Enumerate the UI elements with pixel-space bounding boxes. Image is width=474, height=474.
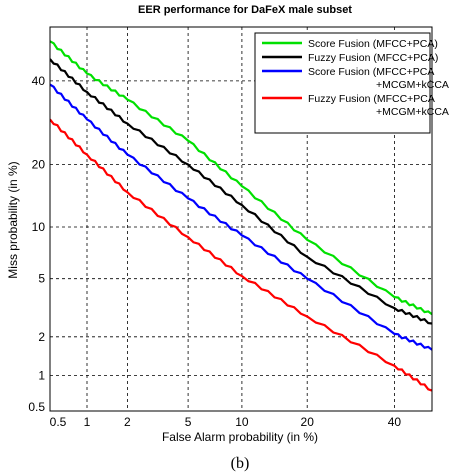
- legend-label: +MCGM+kCCA: [376, 79, 449, 91]
- legend-label: +MCGM+kCCA: [376, 106, 449, 118]
- x-tick-label: 2: [124, 415, 131, 429]
- x-axis-label: False Alarm probability (in %): [162, 430, 318, 444]
- y-tick-label: 2: [38, 330, 45, 344]
- x-tick-label: 1: [84, 415, 91, 429]
- x-tick-label: 5: [185, 415, 192, 429]
- x-tick-label: 10: [235, 415, 249, 429]
- legend-label: Score Fusion (MFCC+PCA): [308, 38, 438, 50]
- legend-label: Fuzzy Fusion (MFCC+PCA: [308, 93, 435, 105]
- y-axis-label: Miss probability (in %): [6, 161, 20, 278]
- series-line: [50, 83, 432, 351]
- y-tick-label: 1: [38, 369, 45, 383]
- x-tick-label: 40: [388, 415, 402, 429]
- series-line: [50, 118, 432, 392]
- y-tick-label: 5: [38, 272, 45, 286]
- chart-title: EER performance for DaFeX male subset: [138, 4, 352, 16]
- legend-label: Score Fusion (MFCC+PCA: [308, 66, 434, 78]
- legend-label: Fuzzy Fusion (MFCC+PCA): [308, 52, 438, 64]
- curves: [50, 40, 432, 392]
- x-tick-labels: 0.5 1 2 5 10 20 40: [50, 415, 402, 429]
- figure-caption: (b): [231, 455, 250, 472]
- legend-box: [254, 32, 431, 134]
- x-tick-label: 20: [301, 415, 315, 429]
- series-line: [50, 58, 432, 325]
- plot-frame: [49, 26, 433, 412]
- series-line: [50, 40, 432, 316]
- x-tick-label: 0.5: [50, 415, 67, 429]
- y-tick-labels: 0.5 1 2 5 10 20 40: [28, 74, 45, 414]
- legend: Score Fusion (MFCC+PCA) Fuzzy Fusion (MFC…: [254, 32, 449, 134]
- grid: [49, 27, 432, 412]
- y-tick-label: 20: [32, 158, 46, 172]
- y-tick-label: 0.5: [28, 400, 45, 414]
- y-tick-label: 40: [32, 74, 46, 88]
- y-tick-label: 10: [32, 220, 46, 234]
- legend-items: Score Fusion (MFCC+PCA) Fuzzy Fusion (MFC…: [262, 38, 449, 118]
